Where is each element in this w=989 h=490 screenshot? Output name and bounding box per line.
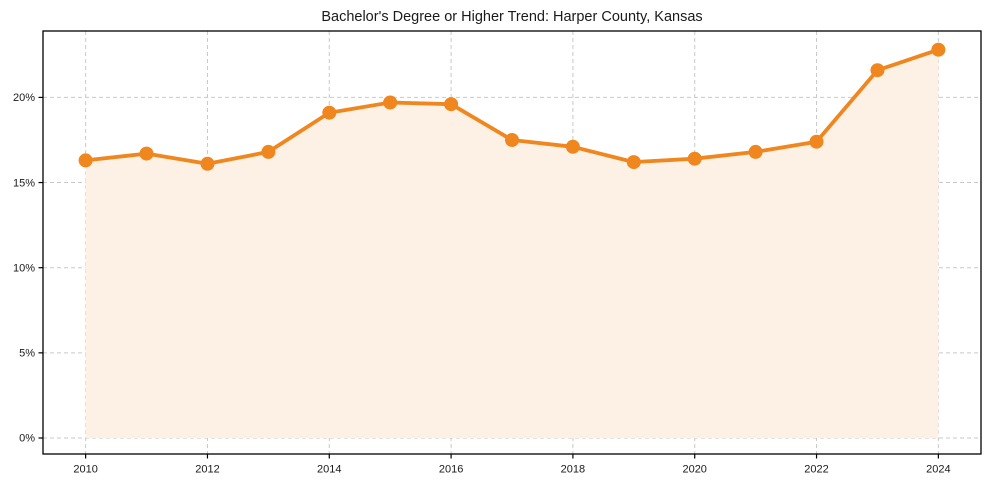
data-points-layer	[78, 42, 946, 171]
data-point-2017	[505, 133, 519, 147]
data-point-2022	[809, 134, 824, 149]
data-point-2010	[78, 153, 93, 168]
x-tick-label: 2024	[926, 464, 950, 476]
data-point-2015	[383, 95, 398, 110]
x-tick-label: 2020	[682, 464, 706, 476]
x-tick-label: 2018	[561, 464, 585, 476]
data-point-2011	[139, 146, 154, 161]
y-tick-label: 0%	[19, 433, 35, 445]
data-point-2012	[200, 156, 215, 171]
chart-title: Bachelor's Degree or Higher Trend: Harpe…	[321, 9, 702, 25]
x-tick-label: 2010	[73, 464, 97, 476]
trend-area	[85, 49, 939, 438]
data-point-2014	[322, 105, 337, 120]
data-point-2024	[931, 42, 946, 57]
y-tick-label: 15%	[13, 177, 35, 189]
data-point-2023	[870, 63, 885, 78]
data-point-2016	[444, 97, 459, 112]
area-fill-layer	[85, 49, 939, 438]
data-point-2019	[626, 155, 641, 170]
x-tick-label: 2014	[317, 464, 341, 476]
x-tick-label: 2016	[439, 464, 463, 476]
axis-ticks	[38, 96, 939, 459]
axis-tick-labels: 2010 2012 2014 2016 2018 2020 2022 2024 0% 5% 10% 1…	[13, 92, 951, 475]
data-point-2020	[687, 151, 702, 166]
y-tick-label: 20%	[13, 92, 35, 104]
data-point-2021	[748, 144, 763, 159]
data-point-2018	[565, 139, 580, 154]
data-point-2013	[261, 144, 276, 159]
y-tick-label: 10%	[13, 262, 35, 274]
y-tick-label: 5%	[19, 348, 35, 360]
plot-border	[42, 30, 982, 455]
x-tick-label: 2012	[195, 464, 219, 476]
x-tick-label: 2022	[804, 464, 828, 476]
